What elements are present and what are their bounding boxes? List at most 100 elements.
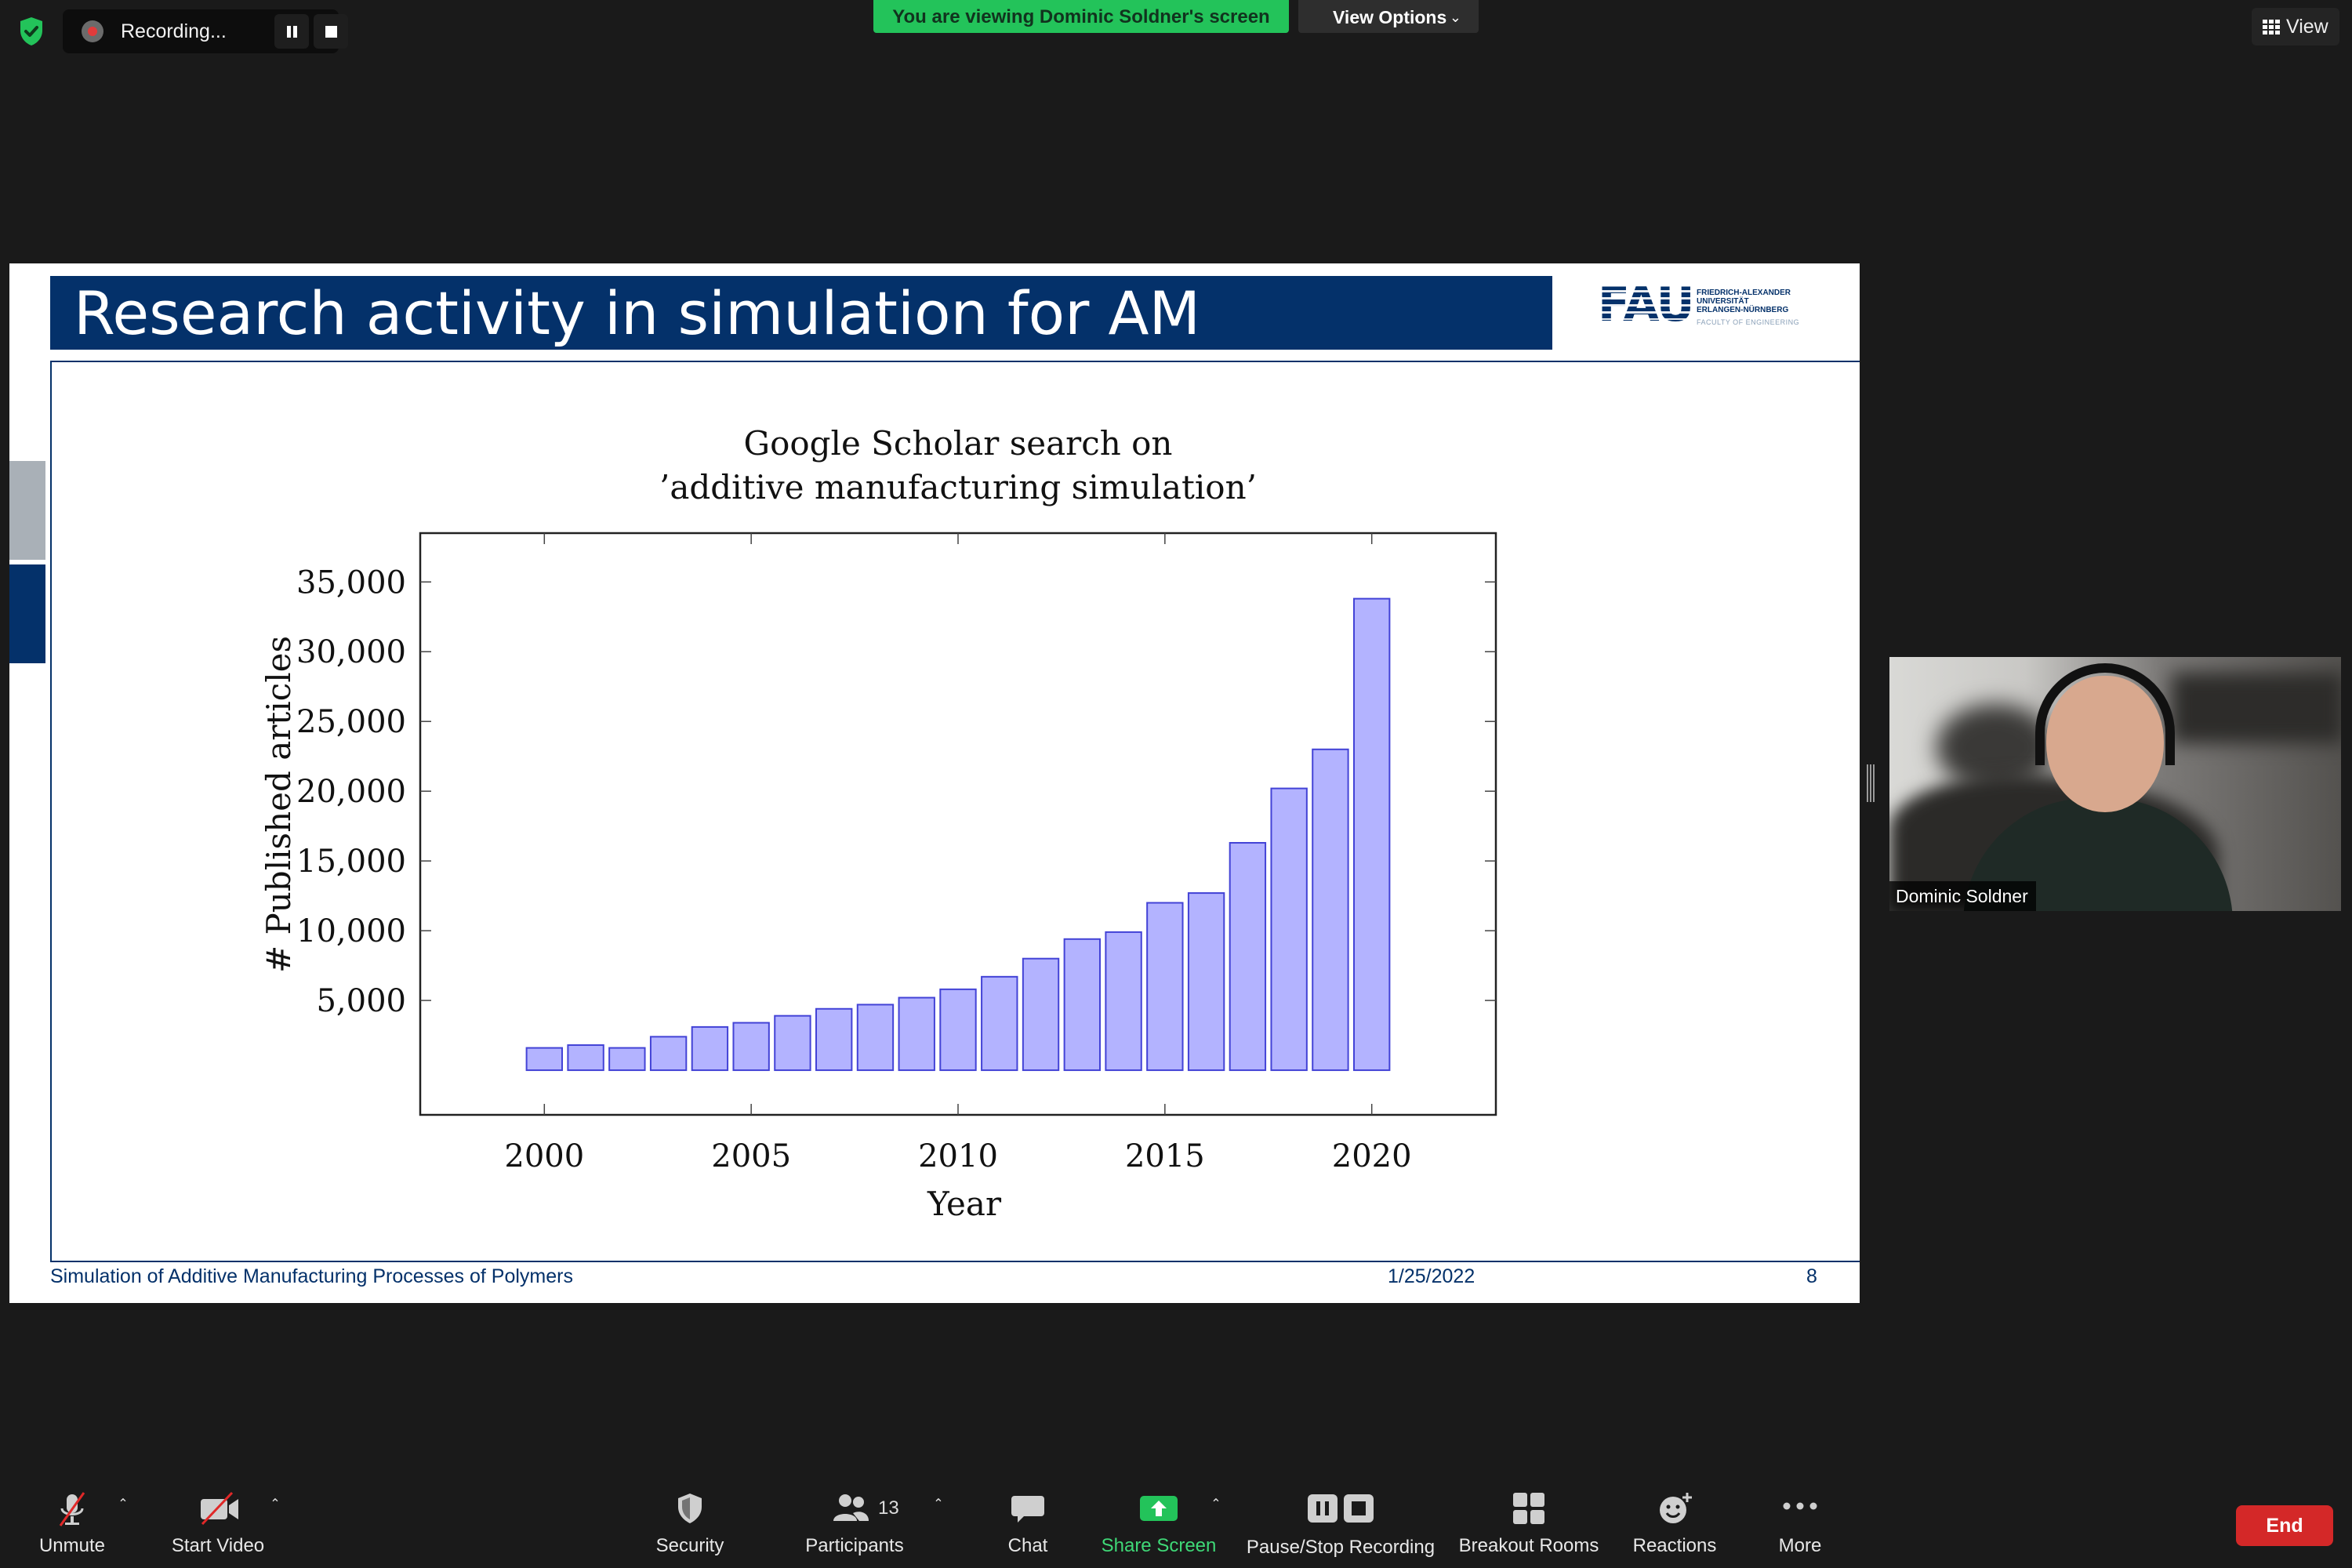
bar-2005 (732, 1022, 770, 1072)
y-tick-label: 30,000 (296, 634, 406, 670)
fau-logo: FAU FRIEDRICH-ALEXANDER UNIVERSITÄT ERLA… (1587, 279, 1822, 342)
encryption-shield-icon[interactable] (14, 14, 49, 49)
bar-2018 (1270, 787, 1308, 1072)
grid-icon (2263, 20, 2280, 35)
recording-label: Recording... (121, 20, 227, 42)
stop-recording-button[interactable] (314, 14, 348, 49)
more-dots-icon (1783, 1502, 1817, 1510)
unmute-button[interactable]: Unmute (24, 1480, 121, 1568)
share-screen-button[interactable]: Share Screen (1098, 1480, 1220, 1568)
y-tick-label: 15,000 (296, 844, 406, 880)
bar-2017 (1229, 842, 1267, 1072)
slide-footer-date: 1/25/2022 (1388, 1265, 1475, 1287)
security-shield-icon (678, 1494, 702, 1523)
participant-video[interactable]: Dominic Soldner (1889, 657, 2341, 911)
participants-label: Participants (805, 1535, 904, 1556)
bar-2013 (1063, 938, 1101, 1072)
bar-2011 (981, 975, 1018, 1072)
breakout-rooms-button[interactable]: Breakout Rooms (1454, 1480, 1604, 1568)
bar-2003 (649, 1036, 688, 1072)
bar-2004 (691, 1025, 729, 1072)
bar-2006 (774, 1014, 811, 1072)
pause-stop-recording-label: Pause/Stop Recording (1246, 1537, 1436, 1558)
x-tick-label: 2010 (918, 1138, 998, 1174)
bar-2019 (1312, 748, 1349, 1072)
bar-2010 (939, 988, 977, 1072)
end-meeting-button[interactable]: End (2236, 1505, 2333, 1546)
audio-options-caret-icon[interactable]: ⌃ (118, 1497, 129, 1511)
view-options-button[interactable]: View Options ⌄ (1298, 0, 1479, 33)
bar-2012 (1022, 957, 1060, 1072)
x-tick-label: 2000 (504, 1138, 584, 1174)
start-video-label: Start Video (171, 1535, 265, 1556)
x-tick-label: 2020 (1332, 1138, 1412, 1174)
bar-2007 (815, 1007, 853, 1072)
view-layout-label: View (2286, 16, 2328, 38)
participant-name: Dominic Soldner (1889, 881, 2036, 911)
slide-footer-course: Simulation of Additive Manufacturing Pro… (50, 1265, 573, 1287)
chart-title-line: ’additive manufacturing simulation’ (659, 468, 1257, 506)
slide-title: Research activity in simulation for AM (74, 278, 1201, 348)
recording-dot-icon (82, 20, 103, 42)
more-label: More (1778, 1535, 1822, 1556)
security-button[interactable]: Security (643, 1480, 737, 1568)
fau-logo-university-name: FRIEDRICH-ALEXANDER UNIVERSITÄT ERLANGEN… (1697, 289, 1791, 314)
chat-label: Chat (1007, 1535, 1048, 1556)
bar-2001 (567, 1044, 604, 1072)
chevron-down-icon: ⌄ (1449, 9, 1461, 25)
y-tick-label: 35,000 (296, 564, 406, 601)
y-tick-label: 25,000 (296, 704, 406, 740)
headset (2035, 663, 2175, 765)
chart-title-line: Google Scholar search on (744, 424, 1173, 463)
bar-2014 (1105, 931, 1142, 1072)
y-axis-label: # Published articles (260, 636, 298, 973)
video-camera-off-icon (201, 1491, 238, 1526)
y-tick-label: 10,000 (296, 913, 406, 949)
panel-resize-handle[interactable] (1867, 764, 1875, 802)
bar-2002 (608, 1047, 646, 1072)
unmute-label: Unmute (38, 1535, 106, 1556)
chat-bubble-icon (1011, 1496, 1044, 1523)
x-tick-label: 2005 (711, 1138, 791, 1174)
microphone-muted-icon (59, 1492, 85, 1526)
slide-content-frame (50, 362, 1860, 1262)
bar-2008 (856, 1004, 895, 1072)
reactions-label: Reactions (1632, 1535, 1717, 1556)
participants-button[interactable]: 13 Participants (800, 1480, 909, 1568)
share-screen-label: Share Screen (1101, 1535, 1217, 1556)
bar-2009 (898, 996, 935, 1072)
participants-icon (833, 1494, 869, 1521)
fau-logo-faculty: FACULTY OF ENGINEERING (1697, 318, 1800, 326)
reactions-button[interactable]: Reactions (1628, 1480, 1722, 1568)
share-options-caret-icon[interactable]: ⌃ (1210, 1497, 1221, 1511)
x-axis-label: Year (927, 1185, 1002, 1223)
bar-2016 (1187, 892, 1225, 1072)
video-options-caret-icon[interactable]: ⌃ (270, 1497, 281, 1511)
breakout-rooms-icon (1513, 1493, 1544, 1524)
participants-count: 13 (878, 1497, 899, 1519)
participants-options-caret-icon[interactable]: ⌃ (933, 1497, 944, 1511)
view-layout-button[interactable]: View (2252, 8, 2339, 45)
pause-recording-button[interactable] (274, 14, 309, 49)
more-button[interactable]: More (1761, 1480, 1839, 1568)
share-screen-arrow-icon (1140, 1496, 1178, 1521)
x-tick-label: 2015 (1125, 1138, 1205, 1174)
breakout-rooms-label: Breakout Rooms (1458, 1535, 1599, 1556)
chat-button[interactable]: Chat (985, 1480, 1071, 1568)
bar-2020 (1353, 597, 1391, 1072)
bar-chart: Google Scholar search on ’additive manufa… (260, 424, 1497, 1223)
view-options-label: View Options (1333, 7, 1447, 27)
y-tick-label: 20,000 (296, 774, 406, 810)
y-tick-label: 5,000 (316, 983, 406, 1019)
security-label: Security (655, 1535, 724, 1556)
slide-divider (50, 361, 1860, 362)
shared-screen-slide: Research activity in simulation for AM F… (9, 263, 1860, 1303)
bar-2015 (1146, 902, 1184, 1072)
pause-stop-recording-button[interactable]: Pause/Stop Recording (1243, 1480, 1438, 1568)
slide-title-bar: Research activity in simulation for AM (50, 276, 1552, 350)
bar-2000 (525, 1047, 563, 1072)
slide-side-tab (9, 461, 45, 560)
start-video-button[interactable]: Start Video (162, 1480, 274, 1568)
pause-stop-recording-icon (1308, 1494, 1374, 1523)
recording-indicator: Recording... (63, 9, 348, 53)
